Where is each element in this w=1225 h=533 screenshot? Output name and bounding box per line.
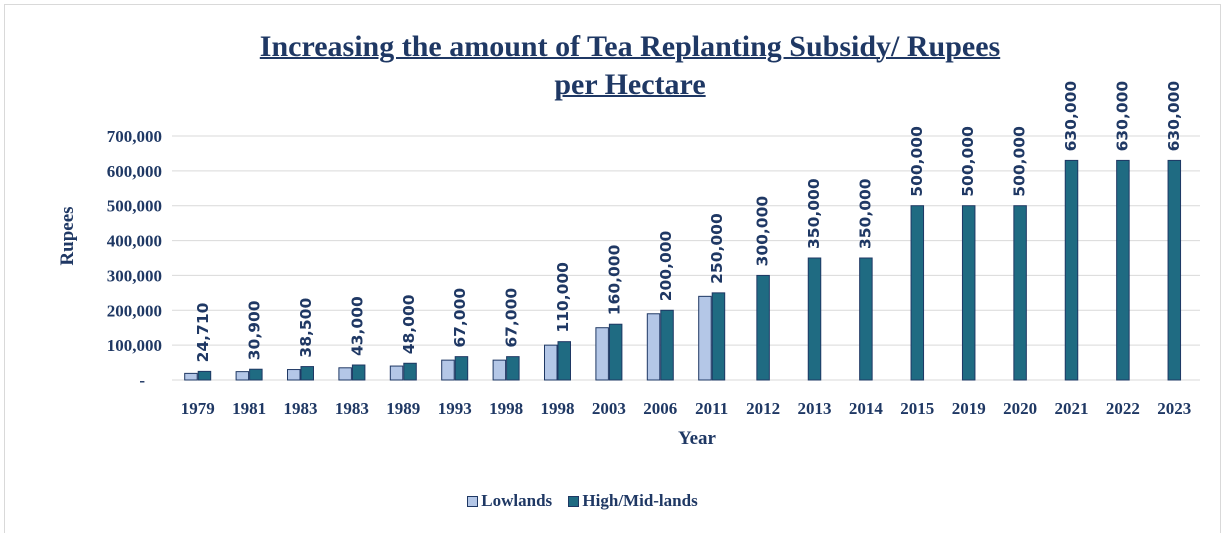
bar-highmidlands	[807, 257, 822, 381]
bar-lowlands	[595, 327, 609, 381]
legend-label-lowlands: Lowlands	[481, 491, 553, 510]
x-tick-label: 1981	[232, 399, 266, 418]
x-tick-label: 1998	[541, 399, 575, 418]
y-tick-label: 100,000	[107, 336, 162, 355]
bar-lowlands	[184, 372, 198, 381]
bar-highmidlands	[351, 364, 366, 381]
bar-highmidlands	[454, 356, 469, 381]
data-label: 160,000	[605, 244, 623, 315]
data-label: 67,000	[451, 288, 469, 348]
data-label: 300,000	[754, 196, 772, 267]
legend: Lowlands High/Mid-lands	[0, 491, 1177, 512]
x-axis-title: Year	[678, 428, 716, 449]
data-labels: 24,710 30,900 38,500 43,000 48,000 67,000 67,0…	[194, 81, 1183, 363]
x-tick-label: 1983	[284, 399, 318, 418]
chart-frame	[4, 4, 1221, 533]
legend-item-lowlands: Lowlands	[467, 491, 552, 511]
bar-highmidlands	[557, 341, 571, 381]
bar-highmidlands	[1116, 159, 1130, 381]
x-tick-label: 2013	[798, 399, 832, 418]
bar-highmidlands	[249, 368, 263, 381]
data-label: 24,710	[194, 302, 212, 362]
x-tick-label: 1983	[335, 399, 369, 418]
x-tick-label: 2003	[592, 399, 626, 418]
data-label: 38,500	[297, 298, 315, 358]
data-label: 500,000	[908, 126, 926, 197]
y-tick-label: 400,000	[107, 232, 162, 251]
bar-highmidlands	[910, 205, 925, 381]
bars	[184, 159, 1182, 381]
x-tick-label: 2006	[643, 399, 677, 418]
bar-highmidlands	[756, 274, 770, 381]
bar-lowlands	[287, 369, 301, 381]
bar-highmidlands	[1064, 159, 1079, 381]
bar-lowlands	[441, 359, 455, 381]
x-tick-label: 2021	[1055, 399, 1089, 418]
data-label: 30,900	[246, 300, 264, 360]
data-label: 500,000	[959, 126, 977, 197]
x-axis-ticks: 1979 1981 1983 1983 1989 1993 1998 1998 2003 2006…	[181, 399, 1192, 418]
data-label: 630,000	[1062, 81, 1080, 152]
bar-highmidlands	[961, 205, 976, 381]
bar-lowlands	[492, 359, 507, 381]
data-label: 630,000	[1165, 81, 1183, 152]
bar-highmidlands	[859, 257, 873, 381]
data-label: 500,000	[1011, 126, 1029, 197]
bar-highmidlands	[660, 309, 674, 381]
bar-highmidlands	[711, 292, 726, 381]
bar-highmidlands	[403, 362, 417, 381]
bar-lowlands	[698, 295, 712, 381]
legend-swatch-lowlands	[467, 495, 479, 507]
data-label: 67,000	[503, 288, 521, 348]
bar-highmidlands	[1013, 205, 1027, 381]
y-tick-label: 300,000	[107, 266, 162, 285]
y-tick-label: 600,000	[107, 162, 162, 181]
x-tick-label: 2020	[1003, 399, 1037, 418]
bar-lowlands	[544, 344, 558, 381]
chart-title-line-1: Increasing the amount of Tea Replanting …	[259, 30, 1001, 63]
bar-highmidlands	[1167, 159, 1182, 381]
gridlines	[172, 135, 1200, 381]
data-label: 48,000	[400, 294, 418, 354]
bar-highmidlands	[608, 323, 623, 381]
x-tick-label: 1989	[386, 399, 420, 418]
x-tick-label: 2022	[1106, 399, 1140, 418]
x-tick-label: 2014	[849, 399, 884, 418]
y-axis-title: Rupees	[57, 206, 78, 266]
bar-highmidlands	[197, 370, 212, 381]
data-label: 200,000	[657, 230, 675, 301]
data-label: 630,000	[1113, 81, 1131, 152]
bar-lowlands	[646, 313, 661, 381]
legend-label-highmidlands: High/Mid-lands	[582, 491, 698, 510]
y-tick-label: -	[139, 371, 145, 390]
legend-item-highmidlands: High/Mid-lands	[568, 491, 698, 511]
x-tick-label: 2019	[952, 399, 986, 418]
bar-highmidlands	[506, 356, 520, 381]
bar-lowlands	[338, 367, 352, 381]
x-tick-label: 1993	[438, 399, 472, 418]
x-tick-label: 1998	[489, 399, 523, 418]
data-label: 250,000	[708, 213, 726, 284]
x-tick-label: 2015	[900, 399, 934, 418]
data-label: 350,000	[805, 178, 823, 249]
legend-swatch-highmidlands	[568, 495, 580, 507]
y-tick-label: 200,000	[107, 301, 162, 320]
x-tick-label: 2011	[695, 399, 728, 418]
x-tick-label: 2012	[746, 399, 780, 418]
bar-lowlands	[389, 365, 404, 381]
y-tick-label: 500,000	[107, 197, 162, 216]
y-tick-label: 700,000	[107, 127, 162, 146]
bar-lowlands	[235, 371, 250, 381]
data-label: 43,000	[348, 296, 366, 356]
chart-title-line-2: per Hectare	[554, 68, 706, 101]
y-axis-ticks: - 100,000 200,000 300,000 400,000 500,000 600,…	[107, 127, 162, 390]
bar-highmidlands	[300, 366, 314, 381]
x-tick-label: 1979	[181, 399, 215, 418]
data-label: 350,000	[856, 178, 874, 249]
x-tick-label: 2023	[1157, 399, 1191, 418]
data-label: 110,000	[554, 262, 572, 333]
